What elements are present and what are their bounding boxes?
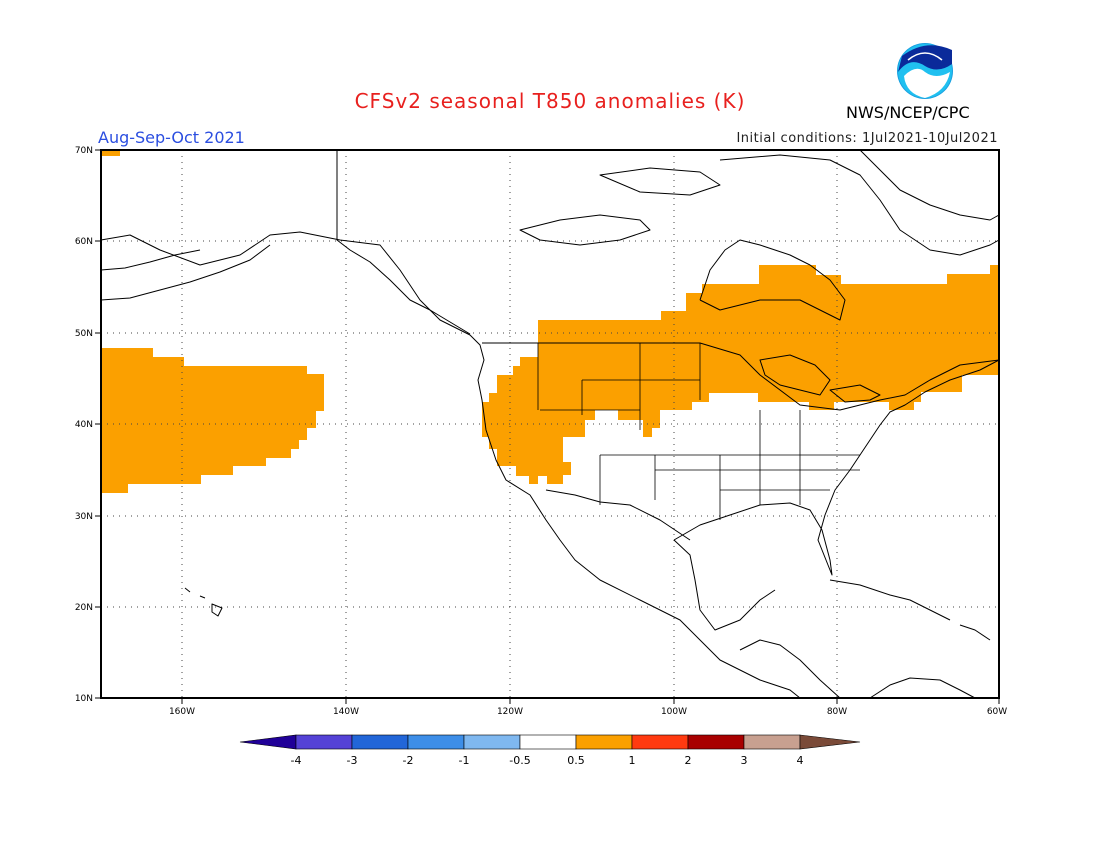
colorbar-label: 3 xyxy=(741,754,748,767)
pacific-anomaly-region xyxy=(101,348,324,493)
colorbar-swatch xyxy=(463,734,521,750)
lon-label: 140W xyxy=(333,707,359,717)
season-label: Aug-Sep-Oct 2021 xyxy=(98,128,245,147)
lon-label: 160W xyxy=(169,707,195,717)
lon-label: 120W xyxy=(497,707,523,717)
lon-label: 60W xyxy=(987,707,1007,717)
colorbar-label: -1 xyxy=(459,754,470,767)
colorbar-swatch xyxy=(407,734,465,750)
north-america-anomaly-region xyxy=(482,265,999,484)
lat-label: 10N xyxy=(75,694,93,704)
coastlines xyxy=(100,149,1000,699)
colorbar-swatch xyxy=(351,734,409,750)
colorbar-swatch xyxy=(631,734,689,750)
colorbar-swatch xyxy=(295,734,353,750)
colorbar-label: 2 xyxy=(685,754,692,767)
noaa-logo-icon xyxy=(897,43,953,99)
colorbar-label: -3 xyxy=(347,754,358,767)
colorbar-label: 4 xyxy=(797,754,804,767)
colorbar-label: -0.5 xyxy=(509,754,530,767)
state-borders xyxy=(537,343,860,520)
lat-label: 40N xyxy=(75,420,93,430)
lat-lon-grid xyxy=(101,150,999,698)
colorbar-label: 0.5 xyxy=(567,754,585,767)
colorbar-swatch xyxy=(575,734,633,750)
colorbar-label: 1 xyxy=(629,754,636,767)
plot-title: CFSv2 seasonal T850 anomalies (K) xyxy=(354,89,746,113)
lat-label: 60N xyxy=(75,237,93,247)
agency-label: NWS/NCEP/CPC xyxy=(846,103,970,122)
lon-label: 100W xyxy=(661,707,687,717)
colorbar-label: -2 xyxy=(403,754,414,767)
colorbar-label: -4 xyxy=(291,754,302,767)
lon-label: 80W xyxy=(827,707,847,717)
lat-label: 50N xyxy=(75,329,93,339)
lat-label: 20N xyxy=(75,603,93,613)
initial-conditions-label: Initial conditions: 1Jul2021-10Jul2021 xyxy=(736,131,998,146)
colorbar-right-arrow xyxy=(799,734,861,750)
colorbar-swatch xyxy=(687,734,745,750)
colorbar-left-arrow xyxy=(239,734,297,750)
colorbar-swatch xyxy=(743,734,801,750)
lat-label: 70N xyxy=(75,146,93,156)
colorbar-swatch xyxy=(519,734,577,750)
lat-label: 30N xyxy=(75,512,93,522)
anomaly-regions xyxy=(101,150,999,493)
